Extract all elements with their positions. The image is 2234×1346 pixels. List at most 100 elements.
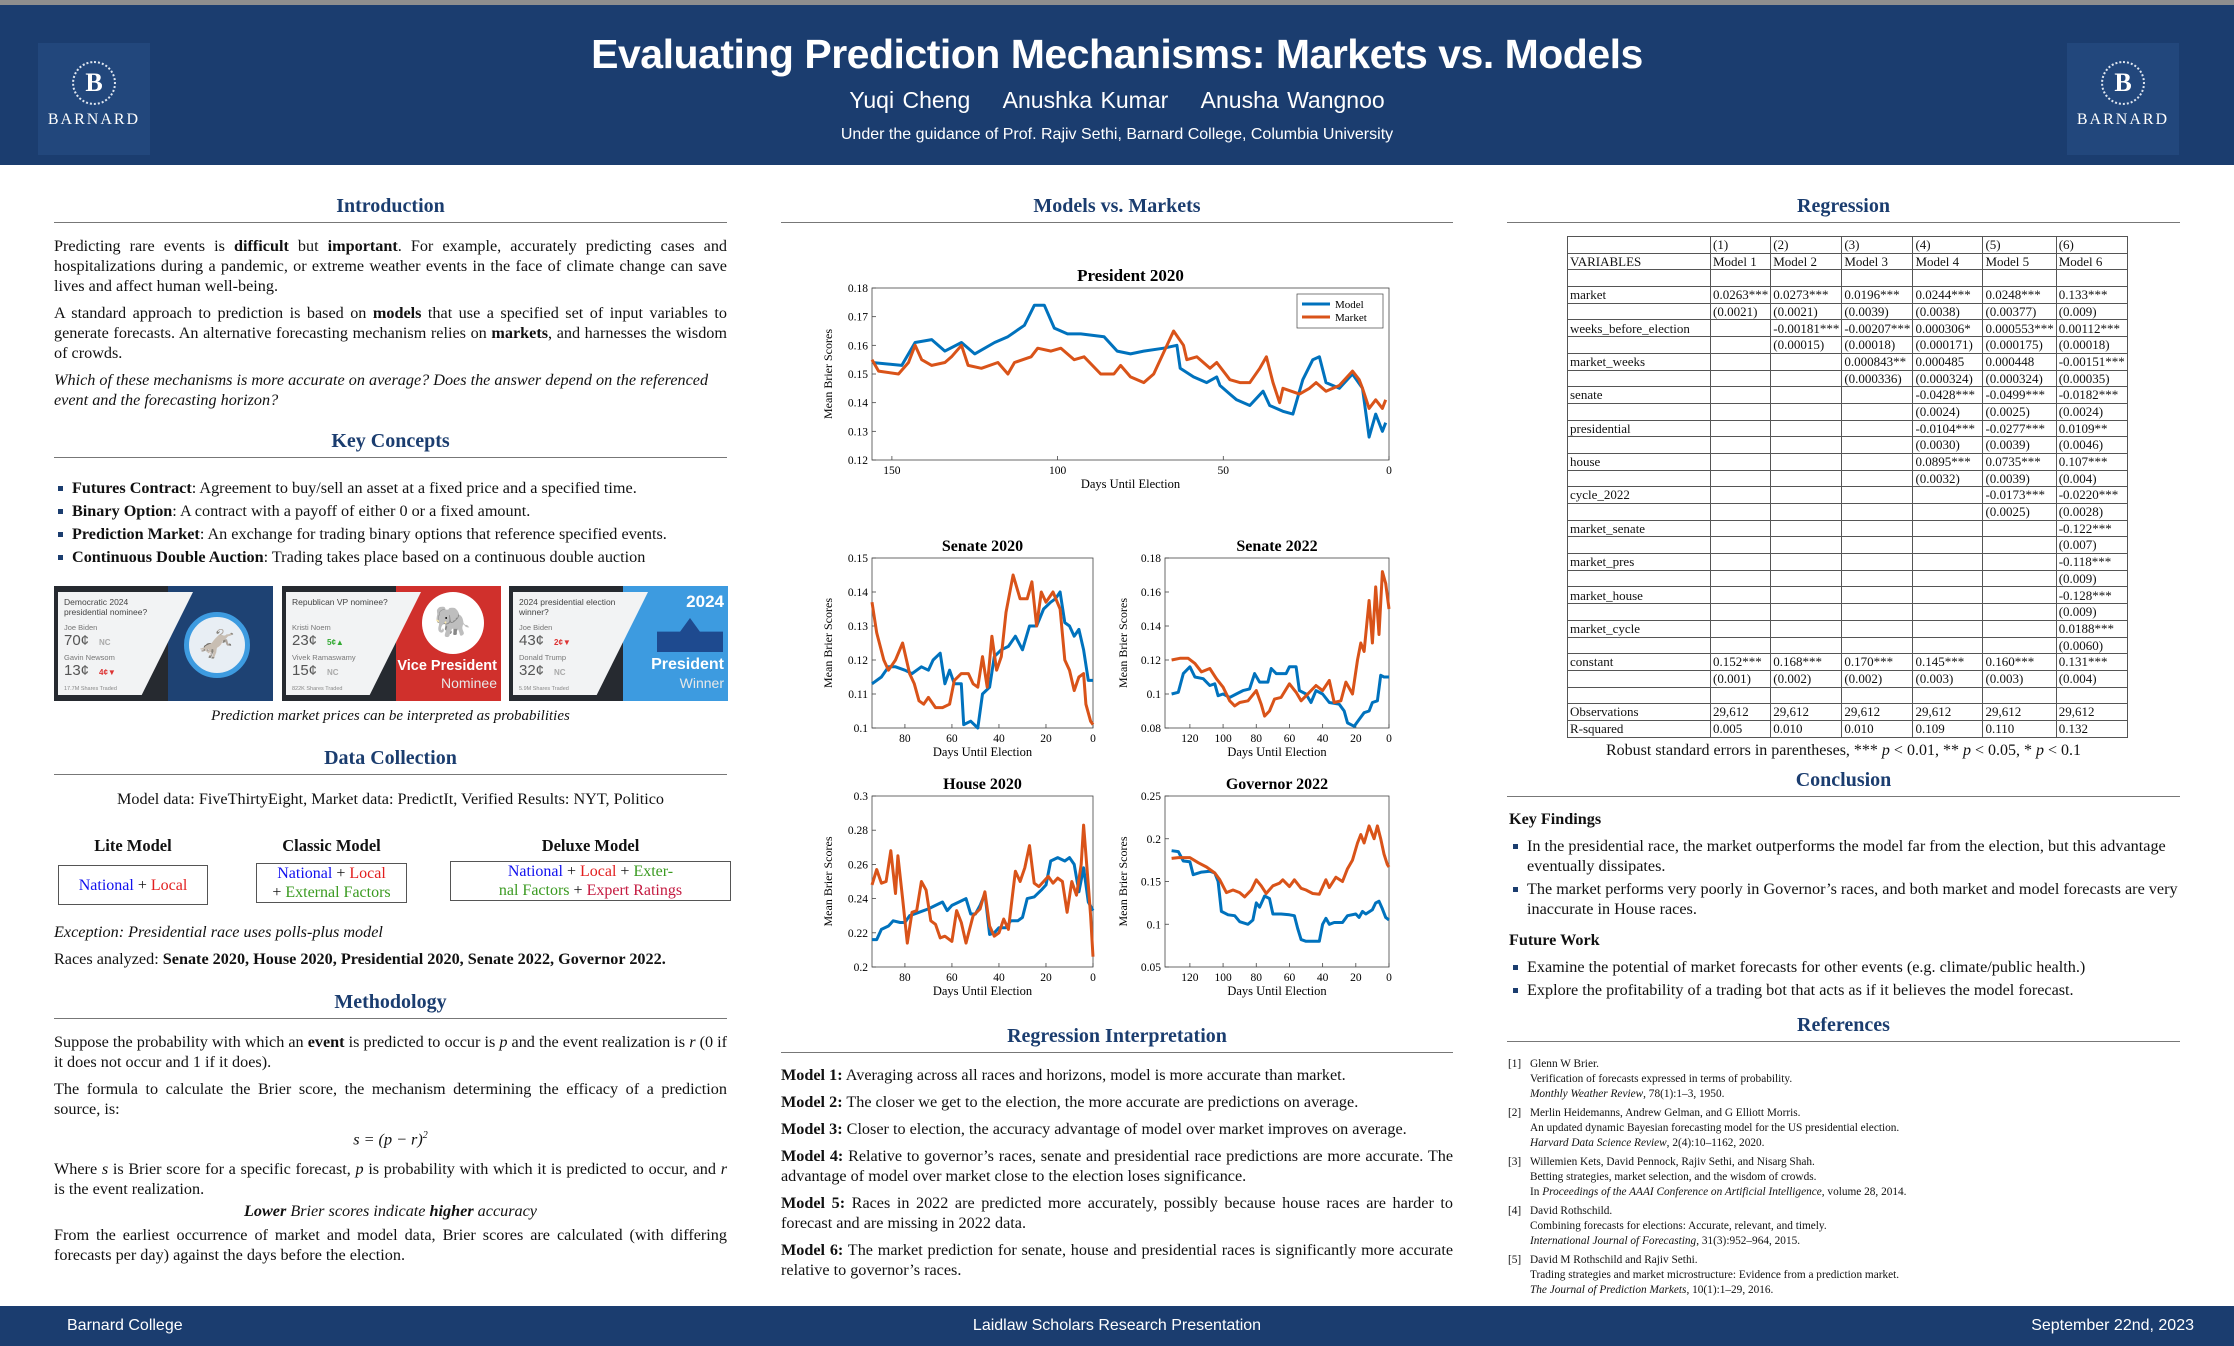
value-cell <box>1841 386 1914 404</box>
x-tick-label: 60 <box>946 972 958 984</box>
variable-cell: presidential <box>1567 419 1711 438</box>
value-cell <box>1770 503 1843 521</box>
text-segment: r <box>720 1160 727 1179</box>
chart-title: President 2020 <box>1077 266 1184 285</box>
market-card-republican: Republican VP nominee? Kristi Noem 23¢ 5… <box>282 586 501 701</box>
text-segment: Brier scores indicate <box>286 1202 430 1221</box>
variable-cell <box>1567 436 1711 454</box>
text-segment: The formula to calculate the Brier score… <box>54 1080 727 1118</box>
chart-governor-2022: Governor 2022 120 100 80 60 40 20 0 0.05 0.1 0.15 0… <box>1116 776 1392 998</box>
value-cell: (0.004) <box>2055 469 2128 488</box>
value-cell: (3) <box>1841 236 1914 254</box>
value-cell <box>1709 319 1772 338</box>
donkey-icon: 🫏 <box>184 612 250 678</box>
market-series-line <box>870 329 1388 410</box>
logo-text: BARNARD <box>47 111 141 128</box>
value-cell <box>1709 636 1772 655</box>
section-heading-key-concepts: Key Concepts <box>54 430 727 458</box>
model-component: External Factors <box>285 884 391 901</box>
value-cell <box>1709 536 1772 555</box>
model-name: Classic Model <box>282 836 381 855</box>
text-segment: Suppose the probability with which an <box>54 1033 308 1051</box>
value-cell <box>1709 619 1772 638</box>
market-card-democratic: Democratic 2024 presidential nominee? Jo… <box>54 586 273 701</box>
section-heading-conclusion: Conclusion <box>1507 769 2180 797</box>
concept-item: Prediction Market: An exchange for tradi… <box>56 524 729 544</box>
table-row: (0.007) <box>1567 536 2128 555</box>
chart-title: House 2020 <box>943 776 1022 793</box>
text-segment: Lower <box>244 1202 287 1221</box>
x-tick-label: 0 <box>1090 733 1096 745</box>
y-tick-label: 0.13 <box>848 426 868 438</box>
value-cell <box>1912 686 1984 705</box>
table-row: (0.001) (0.002) (0.002) (0.003) (0.003) (0.00… <box>1567 669 2128 688</box>
barnard-seal-icon: B <box>2101 61 2145 105</box>
market-caption: Prediction market prices can be interpre… <box>211 708 570 724</box>
value-cell <box>1709 569 1772 588</box>
section-heading-references: References <box>1507 1014 2180 1042</box>
value-cell <box>1770 469 1843 488</box>
x-tick-label: 20 <box>1040 733 1052 745</box>
table-row: (0.0030) (0.0039) (0.0046) <box>1567 436 2128 454</box>
value-cell <box>1770 519 1843 538</box>
value-cell <box>1770 586 1843 605</box>
x-tick-label: 50 <box>1218 465 1230 477</box>
value-cell: 0.152*** <box>1709 653 1772 671</box>
table-row: market_cycle 0.0188*** <box>1567 619 2128 638</box>
value-cell <box>1912 536 1984 555</box>
value-cell: Model 3 <box>1841 252 1914 271</box>
model-component: nal Factors <box>498 882 570 899</box>
value-cell: -0.0182*** <box>2055 386 2128 404</box>
future-item: Explore the profitability of a trading b… <box>1511 980 2181 1000</box>
candidate-price: 32¢ <box>519 662 545 679</box>
value-cell: (0.0038) <box>1912 302 1984 321</box>
x-tick-label: 120 <box>1181 733 1199 745</box>
variable-cell <box>1567 369 1711 388</box>
table-row: (0.000336) (0.000324) (0.000324) (0.00035) <box>1567 369 2128 388</box>
value-cell <box>1841 452 1914 471</box>
text-segment: r <box>689 1033 696 1051</box>
value-cell: 0.132 <box>2055 719 2128 738</box>
value-cell: -0.128*** <box>2055 586 2128 605</box>
y-axis-label: Mean Brier Scores <box>1116 836 1130 926</box>
value-cell: (0.004) <box>2055 669 2128 688</box>
text-segment: < 0.01, ** <box>1889 742 1963 759</box>
text-segment: (0 if it does not occur and 1 if it does… <box>54 1033 728 1071</box>
table-row: market_pres -0.118*** <box>1567 553 2128 571</box>
chart-senate-2020: Senate 2020 80 60 40 20 0 0.1 0.11 0.12 0.13 0.14 0… <box>821 538 1096 759</box>
brier-formula: s = (p − r)2 <box>353 1130 428 1149</box>
value-cell: (0.00035) <box>2055 369 2128 388</box>
value-cell: 0.110 <box>1982 719 2057 738</box>
variable-cell: R-squared <box>1567 719 1711 738</box>
variable-cell: Observations <box>1567 703 1711 721</box>
value-cell <box>1912 586 1984 605</box>
value-cell <box>1709 352 1772 371</box>
value-cell: 0.000843** <box>1841 352 1914 371</box>
concept-term: Binary Option <box>72 502 173 520</box>
text-segment: p <box>355 1160 364 1179</box>
market-series-line <box>870 823 1095 957</box>
table-row: (1) (2) (3) (4) (5) (6) <box>1567 236 2128 254</box>
value-cell <box>1982 269 2057 288</box>
value-cell: (0.0060) <box>2055 636 2128 655</box>
table-row: senate -0.0428*** -0.0499*** -0.0182*** <box>1567 386 2128 404</box>
value-cell: (4) <box>1912 236 1984 254</box>
table-row: (0.0021) (0.0021) (0.0039) (0.0038) (0.00377… <box>1567 302 2128 321</box>
legend-box <box>1296 293 1384 329</box>
variable-cell <box>1567 269 1711 288</box>
methodology-paragraph: Suppose the probability with which an ev… <box>54 1032 727 1072</box>
value-cell: 0.170*** <box>1841 653 1914 671</box>
value-cell: (1) <box>1709 236 1772 254</box>
value-cell <box>1770 402 1843 421</box>
value-cell <box>1912 619 1984 638</box>
value-cell: (0.000324) <box>1912 369 1984 388</box>
y-tick-label: 0.16 <box>848 340 868 352</box>
value-cell: (0.007) <box>2055 536 2128 555</box>
value-cell: 0.0895*** <box>1912 452 1984 471</box>
variable-cell <box>1567 603 1711 621</box>
top-border <box>0 0 2234 5</box>
table-row: (0.0025) (0.0028) <box>1567 503 2128 521</box>
chart-title: Senate 2020 <box>942 538 1023 555</box>
variable-cell <box>1567 669 1711 688</box>
interpretation-item: Model 6: The market prediction for senat… <box>781 1241 1454 1279</box>
